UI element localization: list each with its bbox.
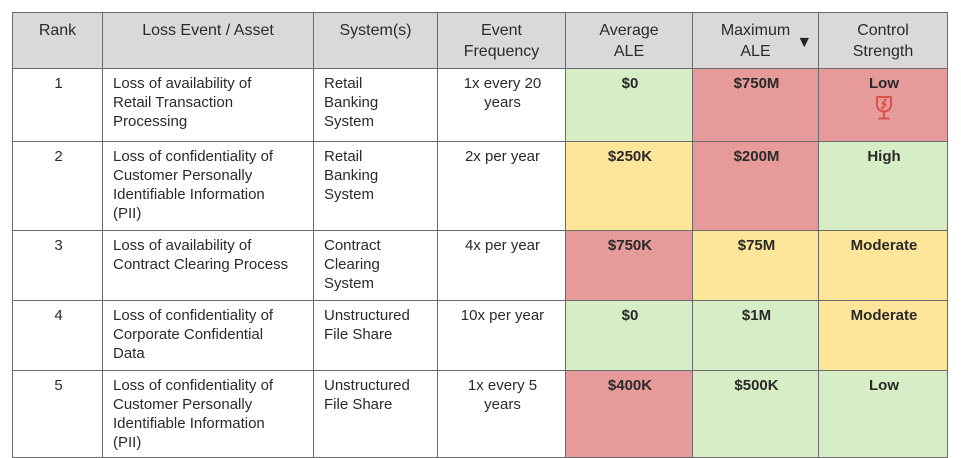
- header-systems[interactable]: System(s): [313, 12, 438, 69]
- table-row: 4 Loss of confidentiality of Corporate C…: [12, 300, 948, 371]
- frequency-cell: 4x per year: [437, 230, 566, 301]
- frequency-cell: 1x every 20 years: [437, 68, 566, 142]
- loss-event-cell: Loss of confidentiality of Corporate Con…: [102, 300, 314, 371]
- systems-cell: Unstructured File Share: [313, 370, 438, 458]
- header-maximum-ale[interactable]: Maximum ALE ▼: [692, 12, 819, 69]
- table-row: 2 Loss of confidentiality of Customer Pe…: [12, 141, 948, 231]
- maximum-ale-cell: $1M: [692, 300, 819, 371]
- average-ale-cell: $250K: [565, 141, 693, 231]
- table-row: 1 Loss of availability of Retail Transac…: [12, 68, 948, 142]
- loss-event-cell: Loss of confidentiality of Customer Pers…: [102, 141, 314, 231]
- average-ale-cell: $0: [565, 68, 693, 142]
- control-strength-value: Low: [869, 75, 899, 92]
- table-row: 3 Loss of availability of Contract Clear…: [12, 230, 948, 301]
- average-ale-cell: $750K: [565, 230, 693, 301]
- header-control-strength[interactable]: Control Strength: [818, 12, 948, 69]
- rank-cell: 1: [12, 68, 103, 142]
- frequency-cell: 2x per year: [437, 141, 566, 231]
- header-maximum-ale-label: Maximum ALE ▼: [720, 22, 813, 60]
- maximum-ale-cell: $200M: [692, 141, 819, 231]
- control-strength-cell: High: [818, 141, 948, 231]
- control-strength-cell: Low: [818, 68, 948, 142]
- systems-cell: Retail Banking System: [313, 141, 438, 231]
- frequency-cell: 1x every 5 years: [437, 370, 566, 458]
- average-ale-cell: $0: [565, 300, 693, 371]
- rank-cell: 3: [12, 230, 103, 301]
- frequency-cell: 10x per year: [437, 300, 566, 371]
- header-loss-event[interactable]: Loss Event / Asset: [102, 12, 314, 69]
- header-average-ale[interactable]: Average ALE: [565, 12, 693, 69]
- risk-table: Rank Loss Event / Asset System(s) Event …: [12, 12, 948, 458]
- table-row: 5 Loss of confidentiality of Customer Pe…: [12, 370, 948, 458]
- maximum-ale-cell: $750M: [692, 68, 819, 142]
- control-strength-cell: Low: [818, 370, 948, 458]
- rank-cell: 2: [12, 141, 103, 231]
- systems-cell: Contract Clearing System: [313, 230, 438, 301]
- systems-cell: Unstructured File Share: [313, 300, 438, 371]
- header-rank[interactable]: Rank: [12, 12, 103, 69]
- loss-event-cell: Loss of availability of Contract Clearin…: [102, 230, 314, 301]
- triangle-down-icon[interactable]: ▼: [796, 34, 813, 51]
- average-ale-cell: $400K: [565, 370, 693, 458]
- maximum-ale-cell: $75M: [692, 230, 819, 301]
- header-event-frequency[interactable]: Event Frequency: [437, 12, 566, 69]
- systems-cell: Retail Banking System: [313, 68, 438, 142]
- control-strength-cell: Moderate: [818, 300, 948, 371]
- header-row: Rank Loss Event / Asset System(s) Event …: [12, 12, 948, 69]
- control-strength-cell: Moderate: [818, 230, 948, 301]
- rank-cell: 4: [12, 300, 103, 371]
- loss-event-cell: Loss of availability of Retail Transacti…: [102, 68, 314, 142]
- loss-event-cell: Loss of confidentiality of Customer Pers…: [102, 370, 314, 458]
- broken-glass-icon: [876, 96, 892, 120]
- maximum-ale-cell: $500K: [692, 370, 819, 458]
- rank-cell: 5: [12, 370, 103, 458]
